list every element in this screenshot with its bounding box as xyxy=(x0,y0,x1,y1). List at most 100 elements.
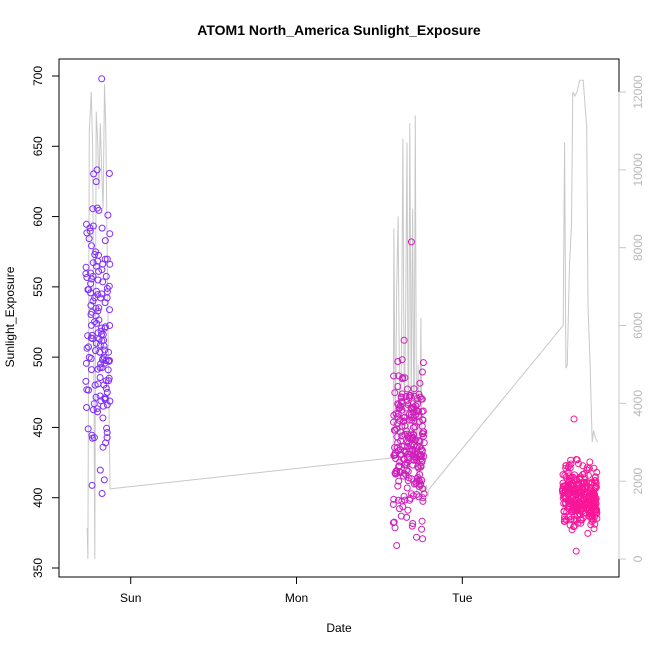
data-point xyxy=(89,406,97,414)
data-point xyxy=(87,355,95,362)
data-point xyxy=(87,280,95,288)
data-point xyxy=(413,491,421,498)
data-point xyxy=(590,525,598,533)
data-point xyxy=(561,515,569,523)
data-point xyxy=(398,406,406,414)
data-point xyxy=(104,211,112,219)
data-point xyxy=(419,535,427,543)
data-point xyxy=(99,278,107,286)
data-point xyxy=(397,451,405,458)
data-point xyxy=(105,170,113,177)
data-point xyxy=(403,459,411,466)
data-point xyxy=(390,451,398,459)
data-point xyxy=(94,365,102,373)
data-point xyxy=(87,289,95,297)
data-point xyxy=(92,312,100,320)
data-point xyxy=(92,339,100,347)
data-point xyxy=(89,222,97,230)
data-point xyxy=(569,487,577,495)
data-point xyxy=(403,466,411,474)
data-point xyxy=(100,476,108,484)
data-point xyxy=(406,496,414,504)
data-point xyxy=(403,484,411,492)
data-point xyxy=(85,386,92,394)
data-point xyxy=(391,389,399,397)
data-point xyxy=(565,472,573,480)
data-point xyxy=(398,356,406,364)
data-point xyxy=(408,490,415,498)
chart-title: ATOM1 North_America Sunlight_Exposure xyxy=(197,22,481,38)
data-point xyxy=(418,408,426,416)
data-point xyxy=(564,463,572,471)
data-point xyxy=(390,418,397,426)
data-point xyxy=(415,412,423,420)
data-point xyxy=(414,463,422,471)
data-point xyxy=(87,334,95,342)
data-point xyxy=(592,481,600,489)
y-tick-label: 700 xyxy=(31,66,45,86)
data-point xyxy=(106,306,113,314)
data-point xyxy=(409,400,417,408)
y-tick-label: 550 xyxy=(31,277,45,297)
data-point xyxy=(89,272,97,280)
data-point xyxy=(412,444,420,452)
data-point xyxy=(99,414,107,422)
data-point xyxy=(592,484,600,492)
data-point xyxy=(578,516,586,524)
data-point xyxy=(394,482,402,490)
data-point xyxy=(94,408,101,416)
data-point xyxy=(579,462,587,470)
data-point xyxy=(101,394,109,402)
data-point xyxy=(394,496,402,504)
data-point xyxy=(101,255,109,263)
data-point xyxy=(416,481,424,489)
data-point xyxy=(96,466,104,474)
data-point xyxy=(397,393,405,401)
data-point xyxy=(99,402,107,410)
data-point xyxy=(395,462,403,470)
data-point xyxy=(573,476,581,484)
data-point xyxy=(395,463,403,470)
data-point xyxy=(89,297,97,305)
data-point xyxy=(396,469,404,477)
right-tick-label: 4000 xyxy=(631,390,645,417)
data-point xyxy=(398,422,406,430)
data-point xyxy=(88,434,96,442)
data-point xyxy=(403,513,411,521)
data-point xyxy=(402,393,410,400)
right-tick-label: 6000 xyxy=(631,312,645,339)
data-point xyxy=(390,411,398,419)
data-point xyxy=(404,385,411,393)
data-point xyxy=(570,522,578,530)
data-point xyxy=(84,425,92,433)
data-point xyxy=(398,432,406,440)
data-point xyxy=(88,242,95,250)
data-point xyxy=(393,542,401,549)
data-point xyxy=(93,405,101,413)
data-point xyxy=(83,404,91,411)
data-point xyxy=(390,426,398,434)
y-tick-label: 350 xyxy=(31,558,45,578)
data-point xyxy=(586,494,594,502)
data-point xyxy=(420,490,428,498)
data-point xyxy=(403,427,411,435)
data-point xyxy=(100,342,108,350)
data-point xyxy=(416,443,424,451)
data-point xyxy=(82,263,90,271)
right-tick-label: 10000 xyxy=(631,153,645,187)
data-point xyxy=(585,479,593,487)
y-tick-label: 450 xyxy=(31,417,45,437)
data-point xyxy=(577,500,584,508)
line-series-layer xyxy=(86,79,599,560)
data-point xyxy=(560,482,568,490)
data-point xyxy=(570,415,578,423)
data-point xyxy=(560,518,568,525)
data-point xyxy=(89,259,97,267)
data-point xyxy=(416,379,424,387)
right-tick-label: 8000 xyxy=(631,234,645,261)
data-point xyxy=(93,166,101,174)
data-point xyxy=(409,520,417,527)
data-point xyxy=(411,423,419,431)
data-point xyxy=(586,458,594,466)
data-point xyxy=(103,255,111,263)
